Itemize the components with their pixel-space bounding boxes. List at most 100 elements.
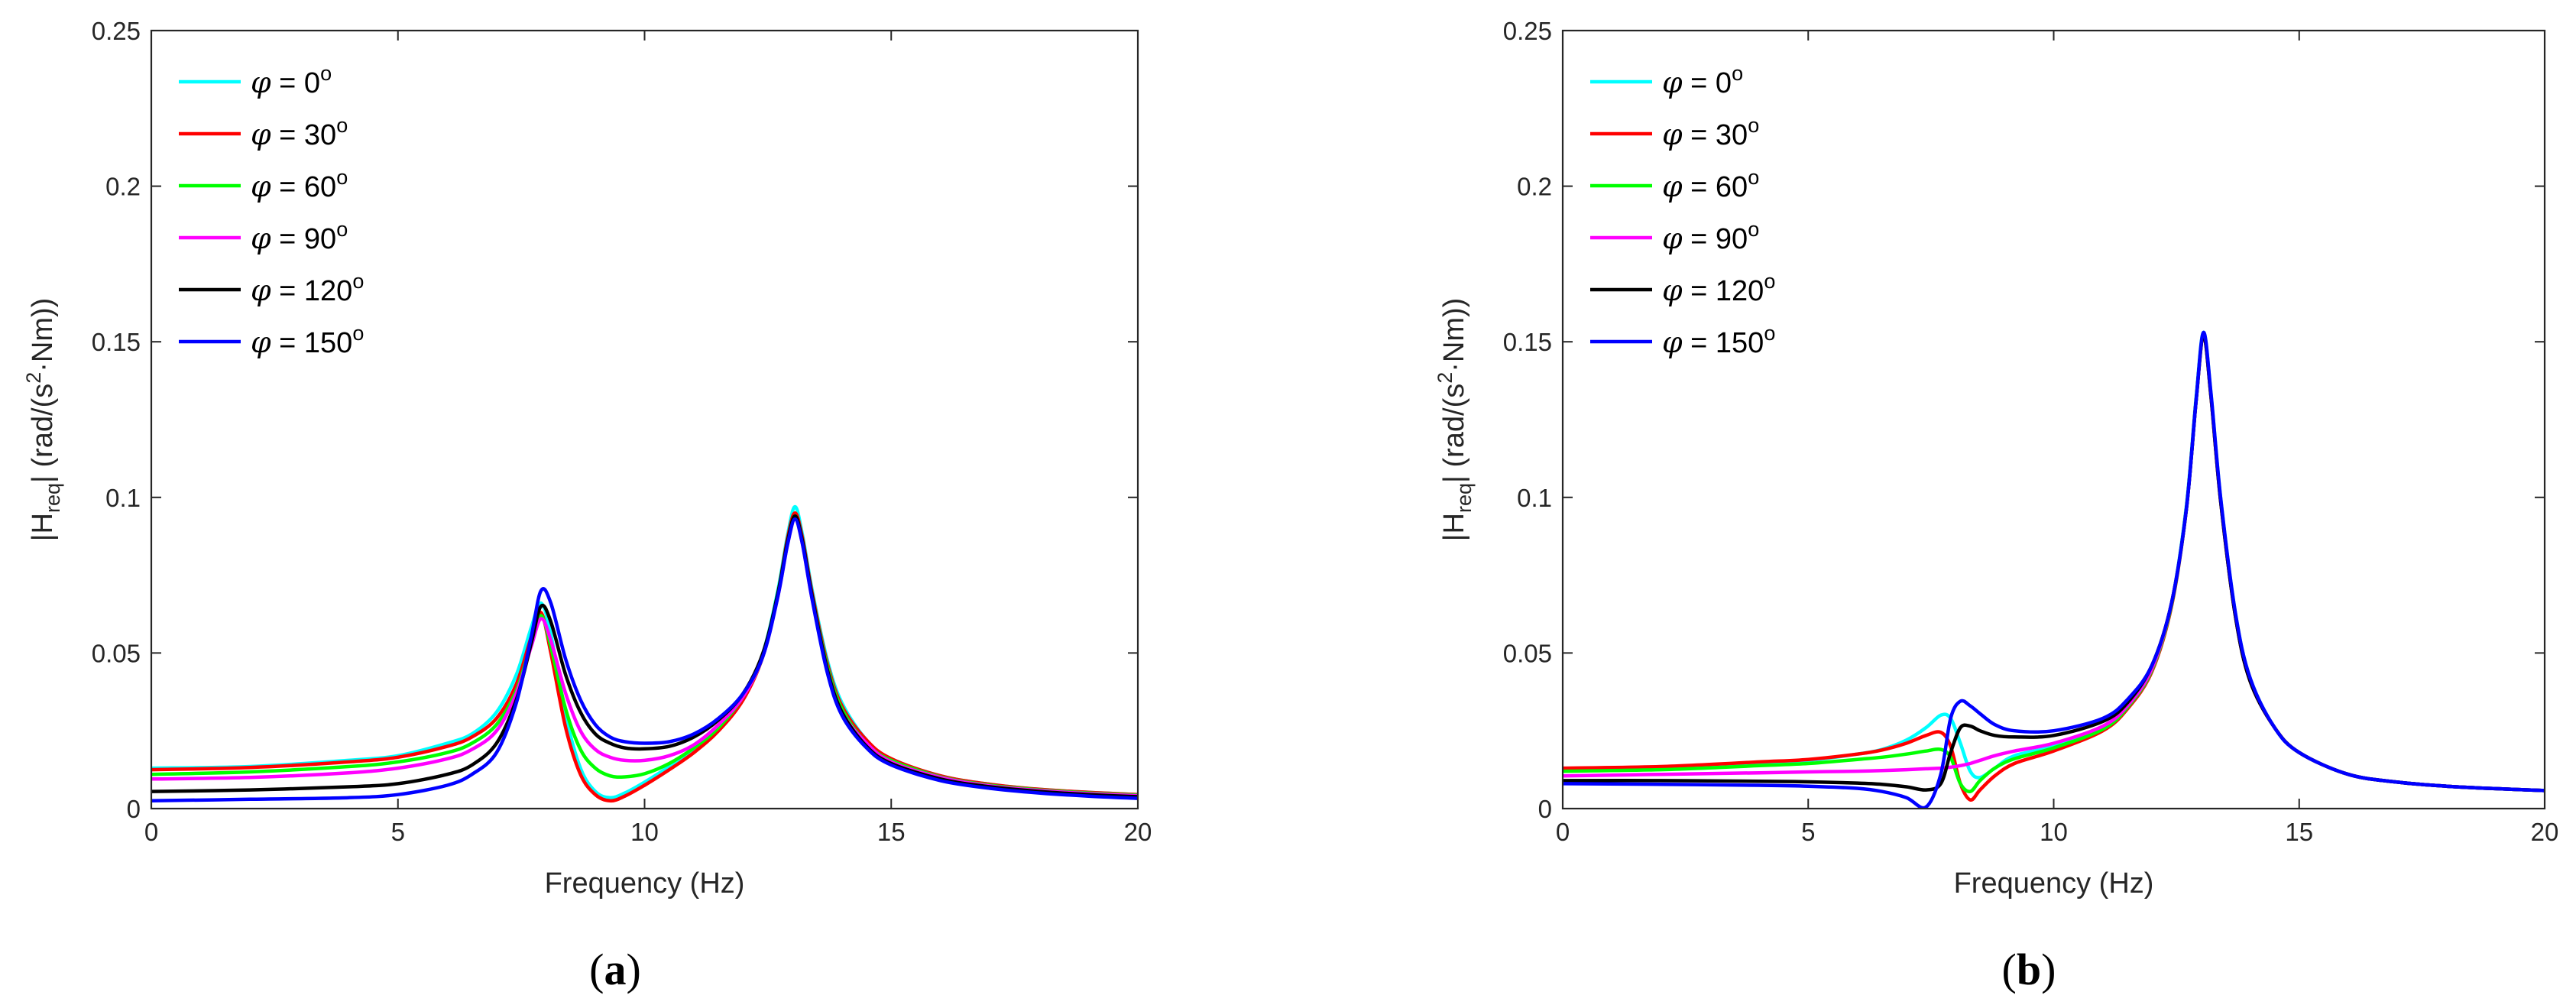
panel-label-open: (	[589, 945, 604, 994]
legend-text: = 150	[1683, 327, 1764, 359]
x-tick-label: 10	[630, 818, 659, 846]
y-tick-label: 0.15	[1503, 328, 1552, 356]
series-line-phi-150	[151, 517, 1138, 803]
y-tick-label: 0.25	[92, 17, 141, 45]
x-tick-label: 0	[1556, 818, 1570, 846]
panel-label-close: )	[2041, 945, 2056, 994]
y-title-subscript: req	[41, 483, 64, 513]
legend-phi-symbol: φ	[1662, 170, 1683, 203]
x-tick-label: 15	[877, 818, 906, 846]
legend-text: = 90	[1683, 223, 1748, 255]
legend-degree-sign: o	[336, 114, 348, 137]
x-axis-title: Frequency (Hz)	[545, 867, 745, 900]
legend-label-phi-150: φ = 150o	[251, 322, 364, 359]
y-tick-label: 0.1	[105, 484, 141, 512]
panel-label: (b)	[2002, 945, 2056, 994]
plot-area	[151, 31, 1138, 809]
legend-degree-sign: o	[1764, 322, 1775, 345]
y-tick-label: 0.2	[1517, 173, 1552, 201]
x-tick-label: 20	[1124, 818, 1152, 846]
y-tick-label: 0.05	[92, 639, 141, 667]
legend-label-phi-120: φ = 120o	[1662, 270, 1775, 307]
legend-degree-sign: o	[336, 218, 348, 241]
y-tick-label: 0.15	[92, 328, 141, 356]
y-title-middle: | (rad/(s	[1438, 384, 1470, 483]
legend-degree-sign: o	[1748, 114, 1759, 137]
series-line-phi-30	[151, 511, 1138, 803]
legend-text: = 0	[1683, 67, 1732, 99]
y-title-middle: | (rad/(s	[27, 384, 59, 483]
legend-phi-symbol: φ	[251, 66, 271, 99]
x-tick-label: 10	[2040, 818, 2068, 846]
legend-text: = 0	[271, 67, 320, 99]
legend-degree-sign: o	[1732, 62, 1743, 85]
legend-phi-symbol: φ	[1662, 118, 1683, 151]
x-tick-label: 5	[391, 818, 405, 846]
legend-text: = 30	[271, 119, 337, 151]
legend-text: = 90	[271, 223, 337, 255]
legend-phi-symbol: φ	[1662, 274, 1683, 307]
legend-text: = 30	[1683, 119, 1748, 151]
panel-label-letter: b	[2017, 945, 2041, 994]
panel-label-close: )	[627, 945, 641, 994]
legend-text: = 150	[271, 327, 353, 359]
legend-degree-sign: o	[352, 270, 364, 293]
y-axis-title: |Hreq| (rad/(s2·Nm))	[1434, 298, 1476, 542]
y-tick-label: 0.25	[1503, 17, 1552, 45]
legend-phi-symbol: φ	[1662, 326, 1683, 359]
x-tick-label: 0	[144, 818, 158, 846]
x-tick-label: 5	[1801, 818, 1815, 846]
legend-text: = 60	[271, 171, 337, 203]
legend-degree-sign: o	[1748, 166, 1759, 189]
legend-label-phi-90: φ = 90o	[1662, 218, 1759, 255]
series-group	[1563, 330, 2545, 809]
y-title-suffix: ·Nm))	[1438, 298, 1470, 372]
y-title-prefix: |H	[27, 513, 59, 541]
y-tick-label: 0.2	[105, 173, 141, 201]
series-line-phi-90	[151, 517, 1138, 798]
legend-degree-sign: o	[1764, 270, 1775, 293]
x-tick-label: 15	[2285, 818, 2313, 846]
plot-area	[1563, 31, 2545, 809]
y-tick-label: 0	[1538, 795, 1552, 823]
legend-label-phi-120: φ = 120o	[251, 270, 364, 307]
panel-b: 0 5 10 15 20 0 0.05 0.1 0.15 0.2 0.25 Frequency (Hz…	[1434, 17, 2558, 994]
panel-label-open: (	[2002, 945, 2017, 994]
legend-label-phi-90: φ = 90o	[251, 218, 348, 255]
legend-phi-symbol: φ	[251, 222, 271, 255]
legend-phi-symbol: φ	[251, 326, 271, 359]
legend-label-phi-0: φ = 0o	[251, 62, 332, 99]
panel-label: (a)	[589, 945, 641, 994]
series-group	[151, 504, 1138, 803]
y-title-prefix: |H	[1438, 513, 1470, 541]
legend-label-phi-60: φ = 60o	[251, 166, 348, 203]
legend-degree-sign: o	[352, 322, 364, 345]
y-title-superscript: 2	[22, 372, 45, 384]
legend-phi-symbol: φ	[251, 118, 271, 151]
series-line-phi-150	[1563, 330, 2545, 809]
legend-label-phi-30: φ = 30o	[1662, 114, 1759, 151]
panel-a: 0 5 10 15 20 0 0.05 0.1 0.15 0.2 0.25 Frequency (Hz…	[22, 17, 1152, 994]
legend-phi-symbol: φ	[251, 170, 271, 203]
legend-label-phi-0: φ = 0o	[1662, 62, 1743, 99]
x-axis-title: Frequency (Hz)	[1954, 867, 2154, 900]
legend-text: = 120	[1683, 275, 1764, 307]
legend-label-phi-60: φ = 60o	[1662, 166, 1759, 203]
legend-text: = 60	[1683, 171, 1748, 203]
legend-degree-sign: o	[1748, 218, 1759, 241]
y-tick-label: 0.05	[1503, 639, 1552, 667]
y-tick-label: 0.1	[1517, 484, 1552, 512]
legend-phi-symbol: φ	[1662, 66, 1683, 99]
y-title-suffix: ·Nm))	[27, 298, 59, 372]
y-axis-title: |Hreq| (rad/(s2·Nm))	[22, 298, 64, 542]
legend-degree-sign: o	[320, 62, 332, 85]
x-tick-label: 20	[2531, 818, 2559, 846]
legend-label-phi-30: φ = 30o	[251, 114, 348, 151]
legend-phi-symbol: φ	[1662, 222, 1683, 255]
panel-label-letter: a	[604, 945, 627, 994]
legend-label-phi-150: φ = 150o	[1662, 322, 1775, 359]
legend-text: = 120	[271, 275, 353, 307]
legend-phi-symbol: φ	[251, 274, 271, 307]
